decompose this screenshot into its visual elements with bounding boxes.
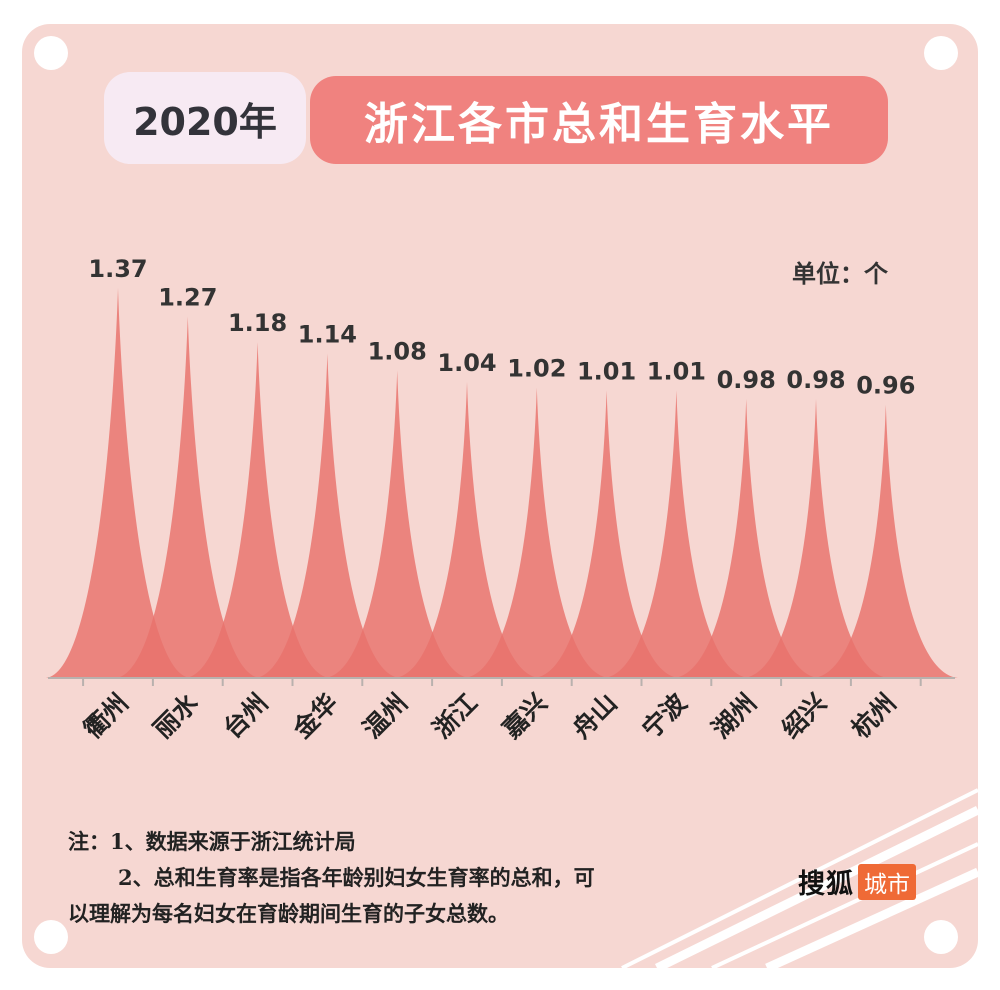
data-label: 1.01: [647, 357, 706, 385]
x-tick-label: 宁波: [636, 687, 693, 744]
x-tick-label: 杭州: [846, 688, 902, 744]
corner-hole: [34, 920, 68, 954]
x-tick-label: 湖州: [706, 688, 762, 744]
year-badge: 2020年: [104, 72, 306, 164]
logo-main-text: 搜狐: [798, 869, 854, 900]
x-tick-label: 金华: [287, 688, 344, 745]
footnote-line: 注：1、数据来源于浙江统计局: [68, 829, 356, 854]
data-label: 0.98: [786, 366, 845, 394]
sohu-city-logo: 搜狐 城市: [798, 862, 916, 901]
spike-浙江: [395, 381, 539, 678]
spike-衢州: [46, 288, 190, 678]
decorative-stripes: [621, 788, 978, 968]
data-label: 1.18: [228, 309, 287, 337]
x-tick-label: 绍兴: [776, 688, 832, 744]
spike-台州: [185, 342, 330, 678]
data-label: 1.04: [437, 349, 496, 377]
footnote-line: 以理解为每名妇女在育龄期间生育的子女总数。: [68, 901, 509, 926]
data-label: 0.98: [717, 366, 776, 394]
corner-hole: [34, 36, 68, 70]
spike-舟山: [534, 390, 679, 678]
x-tick-label: 丽水: [148, 687, 205, 744]
spike-嘉兴: [464, 387, 609, 678]
x-tick-label: 台州: [218, 688, 274, 744]
data-label: 1.27: [158, 283, 217, 311]
x-tick-label: 舟山: [567, 688, 623, 744]
data-label: 1.01: [577, 357, 636, 385]
x-tick-label: 温州: [357, 688, 413, 744]
corner-hole: [924, 920, 958, 954]
footnote-line: 2、总和生育率是指各年龄别妇女生育率的总和，可: [118, 865, 595, 890]
data-label: 1.37: [88, 255, 147, 283]
spike-宁波: [604, 390, 749, 678]
footnotes: 注：1、数据来源于浙江统计局 2、总和生育率是指各年龄别妇女生育率的总和，可 以…: [68, 824, 668, 932]
spike-湖州: [674, 399, 819, 678]
x-tick-label: 浙江: [427, 688, 483, 744]
x-tick-label: 衢州: [78, 688, 134, 744]
spike-杭州: [813, 404, 958, 678]
corner-hole: [924, 36, 958, 70]
unit-label: 单位：个: [792, 260, 888, 288]
spike-金华: [255, 353, 400, 678]
data-label: 1.02: [507, 355, 566, 383]
spike-绍兴: [744, 399, 888, 678]
spike-丽水: [115, 316, 260, 678]
x-tick-label: 嘉兴: [497, 688, 553, 744]
page-title: 浙江各市总和生育水平: [310, 76, 888, 164]
data-label: 0.96: [856, 372, 915, 400]
logo-tag: 城市: [858, 863, 916, 900]
spike-温州: [325, 370, 470, 678]
data-label: 1.14: [298, 320, 357, 348]
data-label: 1.08: [368, 338, 427, 366]
